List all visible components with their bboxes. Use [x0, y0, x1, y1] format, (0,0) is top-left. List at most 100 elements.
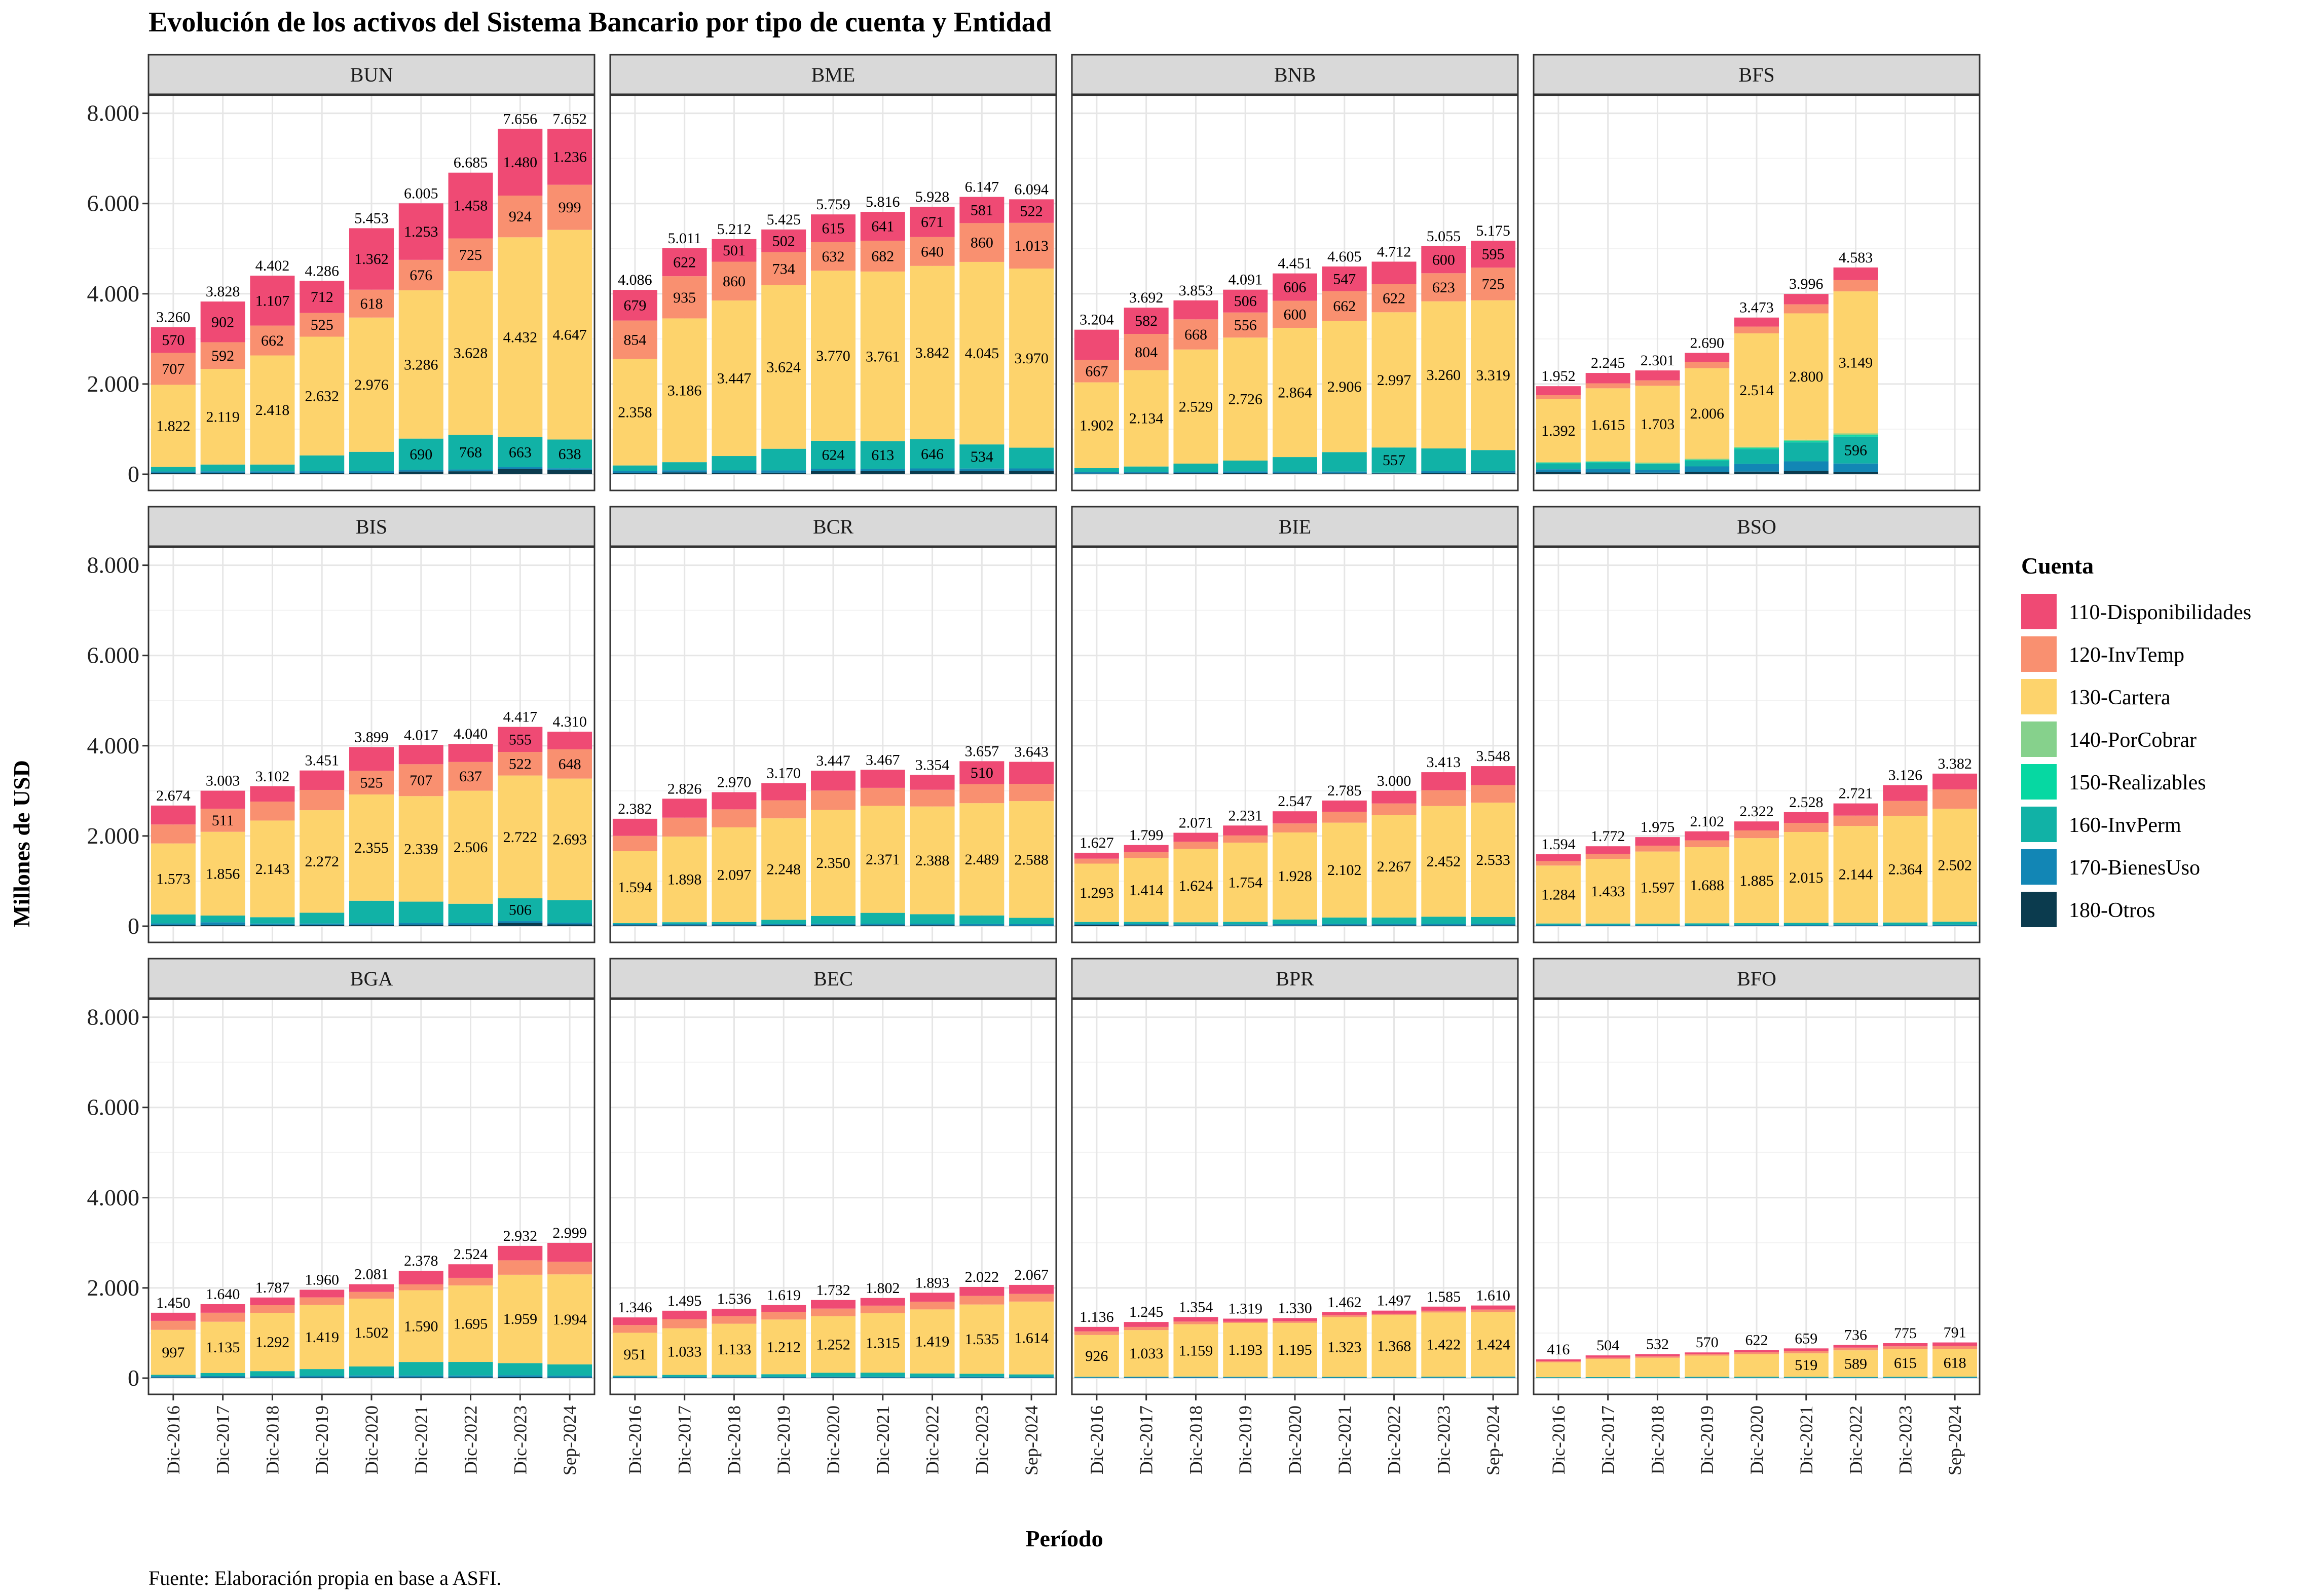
bar-segment — [860, 271, 905, 441]
bar-segment — [1783, 471, 1829, 474]
bar-total-label: 3.170 — [766, 765, 801, 782]
bar-segment — [1685, 831, 1730, 841]
bar-segment — [448, 903, 493, 924]
bar-segment — [300, 1289, 345, 1298]
bar-segment — [448, 1277, 493, 1286]
segment-value-label: 3.286 — [404, 356, 438, 373]
x-tick-label: Dic-2020 — [823, 1405, 843, 1474]
bar-segment — [1734, 464, 1779, 472]
facet-strip — [147, 54, 596, 95]
y-tick-label: 2.000 — [87, 823, 140, 849]
bar-segment — [1322, 266, 1367, 291]
bar-segment — [1585, 1359, 1630, 1377]
y-tick-label: 4.000 — [87, 1185, 140, 1210]
bar-segment — [1273, 924, 1317, 926]
bar-total-label: 2.674 — [156, 787, 191, 804]
panel-border — [609, 546, 1057, 943]
bar-segment — [398, 924, 443, 926]
bar-segment — [349, 471, 394, 473]
bar-segment — [1074, 360, 1119, 383]
bar-segment — [1585, 373, 1630, 384]
bar-segment — [1074, 858, 1119, 864]
segment-value-label: 2.272 — [305, 853, 339, 870]
bar-segment — [300, 1369, 345, 1376]
legend-key — [2021, 679, 2057, 714]
bar-segment — [1273, 1318, 1317, 1321]
segment-value-label: 648 — [559, 756, 581, 773]
x-tick-label: Dic-2022 — [461, 1405, 481, 1474]
bar-segment — [761, 783, 806, 801]
bar-segment — [398, 745, 443, 765]
bar-segment — [811, 923, 856, 926]
x-tick-label: Dic-2022 — [1846, 1405, 1866, 1474]
segment-value-label: 2.976 — [354, 376, 389, 393]
bar-segment — [860, 1305, 905, 1314]
segment-value-label: 1.902 — [1080, 417, 1114, 434]
bar-segment — [300, 925, 345, 926]
bar-segment — [761, 1319, 806, 1375]
bar-segment — [712, 827, 757, 922]
segment-value-label: 1.033 — [667, 1344, 702, 1360]
bar-segment — [910, 1376, 955, 1378]
bar-segment — [1009, 222, 1054, 269]
segment-value-label: 1.033 — [1129, 1345, 1164, 1362]
bar-segment — [712, 1377, 757, 1378]
bar-segment — [1471, 1305, 1516, 1310]
bar-segment — [547, 922, 592, 925]
x-tick-label: Dic-2021 — [411, 1405, 431, 1474]
bar-segment — [547, 900, 592, 923]
x-tick-label: Sep-2024 — [560, 1405, 580, 1475]
segment-value-label: 1.594 — [618, 879, 652, 896]
bar-segment — [1371, 803, 1417, 815]
bar-segment — [811, 790, 856, 810]
bar-segment — [959, 803, 1005, 916]
x-tick-label: Dic-2022 — [922, 1405, 943, 1474]
bar-segment — [811, 1316, 856, 1373]
bar-segment — [712, 239, 757, 262]
x-tick-label: Dic-2020 — [361, 1405, 382, 1474]
bar-segment — [250, 917, 295, 924]
segment-value-label: 2.248 — [766, 861, 801, 878]
bar-segment — [300, 770, 345, 790]
bar-total-label: 504 — [1596, 1337, 1619, 1354]
bar-total-label: 3.447 — [816, 752, 850, 769]
bar-segment — [1734, 1354, 1779, 1377]
bar-total-label: 791 — [1944, 1324, 1966, 1341]
bar-segment — [959, 471, 1005, 474]
segment-value-label: 1.323 — [1327, 1339, 1362, 1356]
segment-value-label: 2.864 — [1278, 385, 1312, 401]
bar-segment — [1124, 370, 1169, 467]
bar-segment — [1734, 1352, 1779, 1354]
bar-segment — [1685, 459, 1730, 460]
bar-segment — [1734, 471, 1779, 474]
bar-segment — [151, 385, 196, 467]
bar-segment — [448, 1377, 493, 1378]
segment-value-label: 2.514 — [1739, 382, 1774, 399]
segment-value-label: 1.754 — [1228, 874, 1262, 891]
y-tick-label: 4.000 — [87, 281, 140, 307]
bar-segment — [1536, 1362, 1581, 1378]
bar-segment — [910, 1373, 955, 1377]
bar-segment — [1585, 859, 1630, 924]
bar-segment — [547, 924, 592, 926]
bar-segment — [662, 817, 707, 837]
segment-value-label: 2.452 — [1427, 853, 1461, 870]
bar-segment — [398, 923, 443, 925]
bar-segment — [1009, 1284, 1054, 1294]
bar-total-label: 1.450 — [156, 1295, 191, 1311]
bar-segment — [1635, 472, 1680, 474]
facet-strip — [609, 54, 1057, 95]
bar-segment — [1371, 925, 1417, 926]
bar-segment — [1833, 1345, 1878, 1348]
bar-segment — [1734, 333, 1779, 447]
bar-segment — [1223, 461, 1268, 472]
bar-segment — [1833, 803, 1878, 816]
bar-segment — [349, 747, 394, 771]
x-tick-label: Dic-2016 — [1548, 1405, 1569, 1474]
bar-segment — [1009, 1294, 1054, 1302]
bar-segment — [398, 471, 443, 474]
segment-value-label: 690 — [410, 446, 432, 463]
panel-bec: BEC 951 1.346 1.033 1.495 1.133 1.536 1.212 1.61… — [609, 958, 1057, 1475]
bar-segment — [1685, 362, 1730, 368]
bar-total-label: 3.467 — [866, 751, 900, 768]
